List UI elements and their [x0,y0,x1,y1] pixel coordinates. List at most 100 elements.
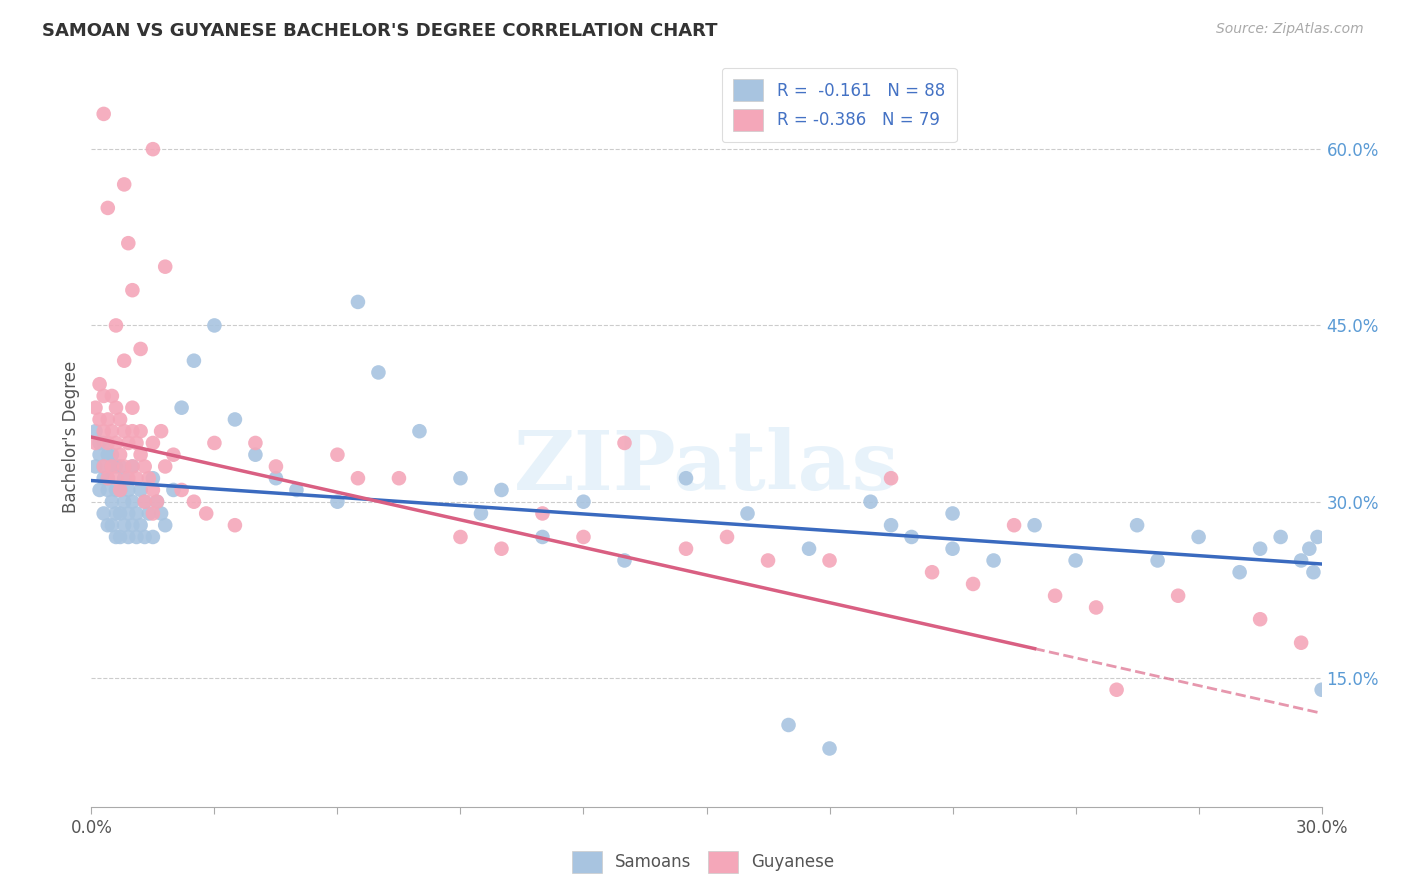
Point [105,530,127,544]
Point [129,518,152,533]
Point [572,530,595,544]
Legend: Samoans, Guyanese: Samoans, Guyanese [565,845,841,880]
Point [880,518,903,533]
Point [572,494,595,508]
Point [84,424,107,438]
Point [97,471,120,485]
Point [245,448,267,462]
Point [89,483,111,497]
Point [117,436,139,450]
Point [170,401,193,415]
Point [675,541,697,556]
Legend: R =  -0.161   N = 88, R = -0.386   N = 79: R = -0.161 N = 88, R = -0.386 N = 79 [721,68,956,143]
Point [146,494,169,508]
Point [134,530,156,544]
Point [1249,612,1271,626]
Text: ZIPatlas: ZIPatlas [513,426,900,507]
Point [97,201,120,215]
Point [1043,589,1066,603]
Point [97,483,120,497]
Point [1024,518,1046,533]
Point [1298,541,1320,556]
Point [134,494,156,508]
Point [108,483,131,497]
Point [162,448,184,462]
Point [449,471,471,485]
Point [195,507,218,521]
Point [142,507,165,521]
Point [921,566,943,580]
Point [125,507,148,521]
Point [117,483,139,497]
Point [105,483,127,497]
Point [97,518,120,533]
Point [202,318,225,333]
Point [449,530,471,544]
Point [1167,589,1189,603]
Point [105,459,127,474]
Point [108,483,131,497]
Point [491,541,513,556]
Point [142,142,165,156]
Point [89,448,111,462]
Point [117,236,139,251]
Point [613,436,636,450]
Point [112,471,135,485]
Point [1064,553,1087,567]
Point [117,471,139,485]
Point [84,401,107,415]
Point [1249,541,1271,556]
Point [101,518,124,533]
Point [675,471,697,485]
Point [613,553,636,567]
Point [183,353,205,368]
Point [121,518,143,533]
Point [93,389,115,403]
Point [125,530,148,544]
Point [138,471,160,485]
Point [150,424,173,438]
Point [89,436,111,450]
Point [101,459,124,474]
Point [162,483,184,497]
Point [170,483,193,497]
Point [531,507,554,521]
Point [101,448,124,462]
Point [1289,636,1312,650]
Point [93,459,115,474]
Point [491,483,513,497]
Point [142,471,165,485]
Text: Source: ZipAtlas.com: Source: ZipAtlas.com [1216,22,1364,37]
Point [108,530,131,544]
Point [1085,600,1108,615]
Point [388,471,411,485]
Point [797,541,820,556]
Point [112,459,135,474]
Point [1302,566,1324,580]
Point [859,494,882,508]
Point [105,436,127,450]
Point [146,494,169,508]
Point [142,483,165,497]
Point [880,471,903,485]
Point [129,448,152,462]
Point [1002,518,1025,533]
Point [142,530,165,544]
Point [93,471,115,485]
Point [183,494,205,508]
Point [408,424,430,438]
Point [245,436,267,450]
Point [285,483,308,497]
Point [125,471,148,485]
Point [138,507,160,521]
Point [224,518,246,533]
Point [108,448,131,462]
Point [962,577,984,591]
Point [818,553,841,567]
Point [1310,682,1333,697]
Point [121,424,143,438]
Point [112,424,135,438]
Point [101,459,124,474]
Point [105,401,127,415]
Point [1306,530,1329,544]
